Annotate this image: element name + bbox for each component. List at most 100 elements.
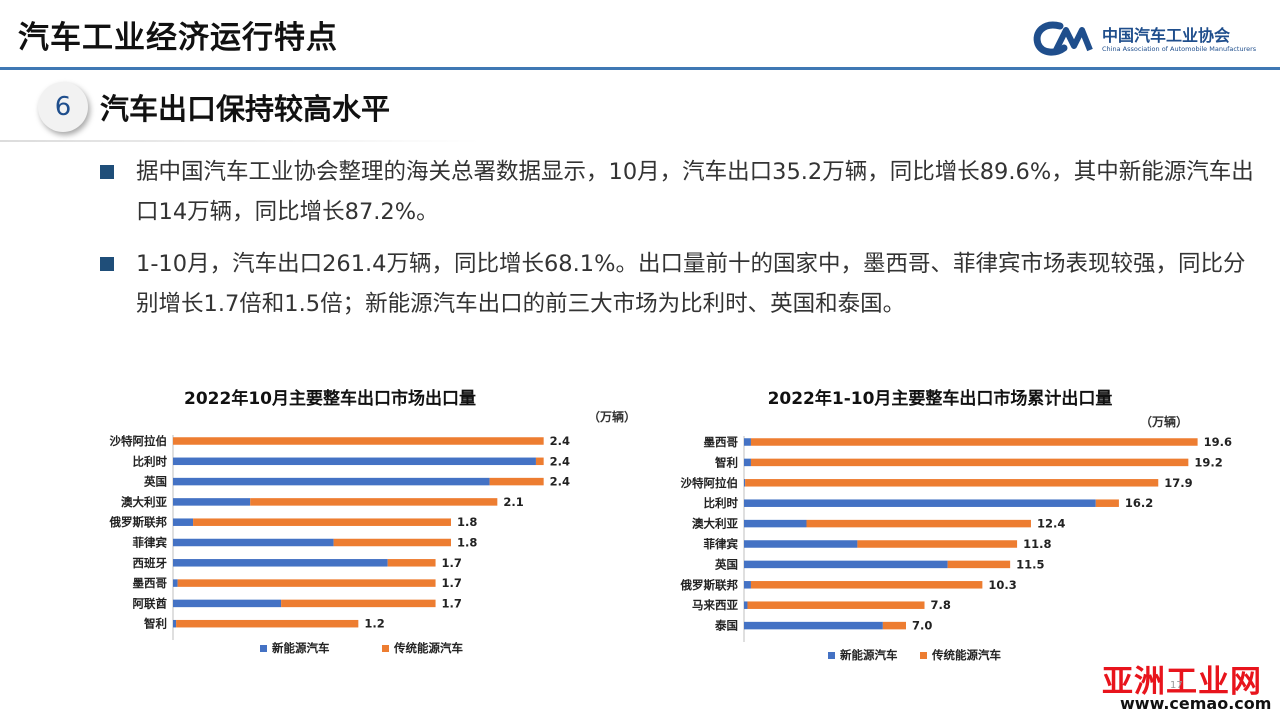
logo-english-text: China Association of Automobile Manufact… [1102, 45, 1257, 53]
bar-traditional [333, 538, 451, 547]
bar-nev [173, 619, 177, 628]
jan-oct-export-chart: 墨西哥 19.6 智利 19.2 沙特阿拉伯 17.9 比利时 16.2 澳大利亚 12.4 菲律宾… [680, 435, 1232, 662]
category-label: 比利时 [704, 496, 739, 510]
category-label: 澳大利亚 [692, 517, 738, 531]
page-number: 17 [1170, 680, 1183, 691]
bar-nev [173, 457, 536, 466]
bullet-item: 据中国汽车工业协会整理的海关总署数据显示，10月，汽车出口35.2万辆，同比增长… [100, 152, 1260, 232]
total-data-label: 1.2 [364, 617, 384, 631]
square-bullet-icon [100, 257, 114, 271]
category-label: 俄罗斯联邦 [109, 515, 168, 529]
category-label: 英国 [143, 475, 167, 489]
section-number-badge: 6 [38, 82, 88, 132]
bar-traditional [176, 619, 359, 628]
chart-unit-jan-oct: （万辆） [1140, 415, 1189, 429]
bar-nev [173, 538, 334, 547]
total-data-label: 1.7 [442, 576, 462, 590]
category-label: 俄罗斯联邦 [680, 578, 739, 592]
bar-traditional [750, 581, 983, 589]
bar-traditional [806, 519, 1031, 528]
total-data-label: 7.8 [931, 598, 951, 612]
bar-traditional [177, 579, 436, 587]
bullet-text: 1-10月，汽车出口261.4万辆，同比增长68.1%。出口量前十的国家中，墨西… [136, 251, 1246, 317]
total-data-label: 2.4 [550, 475, 570, 489]
category-label: 英国 [714, 557, 738, 571]
october-export-chart: 沙特阿拉伯 2.4 比利时 2.4 英国 2.4 澳大利亚 2.1 俄罗斯联邦 1.8 菲律宾 1.8… [109, 434, 571, 655]
site-url: www.cemao.com [1120, 694, 1272, 713]
legend-label: 传统能源汽车 [931, 648, 1001, 662]
bar-nev [744, 621, 883, 630]
total-data-label: 19.2 [1194, 455, 1222, 469]
legend-label: 新能源汽车 [272, 641, 330, 655]
total-data-label: 1.8 [457, 536, 477, 550]
bar-traditional [882, 621, 906, 630]
bar-nev [744, 458, 751, 467]
category-label: 阿联酋 [133, 596, 168, 610]
bar-nev [744, 479, 746, 487]
legend-label: 传统能源汽车 [393, 641, 463, 655]
total-data-label: 1.7 [442, 556, 462, 570]
legend-swatch-nev [828, 652, 835, 659]
bullet-text: 据中国汽车工业协会整理的海关总署数据显示，10月，汽车出口35.2万辆，同比增长… [136, 159, 1254, 225]
bar-nev [173, 477, 490, 486]
category-label: 西班牙 [133, 556, 168, 570]
bar-nev [173, 559, 388, 567]
bar-nev [173, 579, 178, 587]
total-data-label: 2.1 [503, 495, 523, 509]
category-label: 智利 [144, 617, 167, 631]
total-data-label: 19.6 [1204, 435, 1232, 449]
chart-title-jan-oct: 2022年1-10月主要整车出口市场累计出口量 [767, 389, 1113, 409]
category-label: 智利 [715, 455, 738, 469]
page-title: 汽车工业经济运行特点 [18, 20, 338, 56]
bar-traditional [387, 559, 436, 567]
total-data-label: 10.3 [988, 578, 1016, 592]
bar-traditional [250, 498, 498, 506]
category-label: 澳大利亚 [121, 495, 167, 509]
bar-traditional [193, 518, 452, 526]
bar-traditional [535, 457, 544, 466]
chart-unit-october: （万辆） [588, 410, 637, 424]
total-data-label: 11.8 [1023, 537, 1051, 551]
title-divider [0, 67, 1280, 70]
total-data-label: 2.4 [550, 434, 570, 448]
caam-logo: 中国汽车工业协会 China Association of Automobile… [1030, 18, 1270, 62]
bar-nev [744, 581, 751, 589]
category-label: 墨西哥 [704, 435, 739, 449]
section-heading: 汽车出口保持较高水平 [100, 92, 391, 126]
bar-traditional [745, 479, 1159, 487]
bar-nev [744, 499, 1096, 507]
total-data-label: 12.4 [1037, 517, 1065, 531]
bar-traditional [489, 477, 544, 486]
bar-nev [173, 498, 251, 506]
bar-traditional [173, 437, 544, 445]
total-data-label: 7.0 [912, 619, 932, 633]
chart-title-october: 2022年10月主要整车出口市场出口量 [184, 389, 476, 409]
category-label: 墨西哥 [133, 576, 168, 590]
bar-nev [744, 519, 807, 528]
total-data-label: 17.9 [1164, 476, 1192, 490]
category-label: 菲律宾 [133, 536, 168, 550]
total-data-label: 2.4 [550, 454, 570, 468]
site-logo: 亚洲工业网 [1102, 664, 1262, 700]
total-data-label: 1.7 [442, 596, 462, 610]
bar-traditional [747, 601, 925, 609]
total-data-label: 11.5 [1016, 557, 1044, 571]
legend-label: 新能源汽车 [840, 648, 898, 662]
legend-swatch-traditional [382, 645, 389, 652]
category-label: 沙特阿拉伯 [110, 434, 168, 448]
bar-traditional [750, 458, 1189, 467]
total-data-label: 1.8 [457, 515, 477, 529]
category-label: 菲律宾 [704, 537, 739, 551]
legend-swatch-nev [260, 645, 267, 652]
logo-chinese-text: 中国汽车工业协会 [1102, 26, 1231, 45]
bar-traditional [947, 560, 1011, 569]
bar-nev [744, 438, 751, 446]
category-label: 马来西亚 [692, 598, 738, 612]
category-label: 泰国 [714, 619, 738, 633]
bar-nev [744, 601, 748, 609]
caam-logo-icon [1033, 21, 1093, 56]
section-underline [0, 140, 480, 142]
bar-nev [173, 518, 194, 526]
bar-nev [173, 599, 282, 608]
category-label: 沙特阿拉伯 [681, 476, 739, 490]
